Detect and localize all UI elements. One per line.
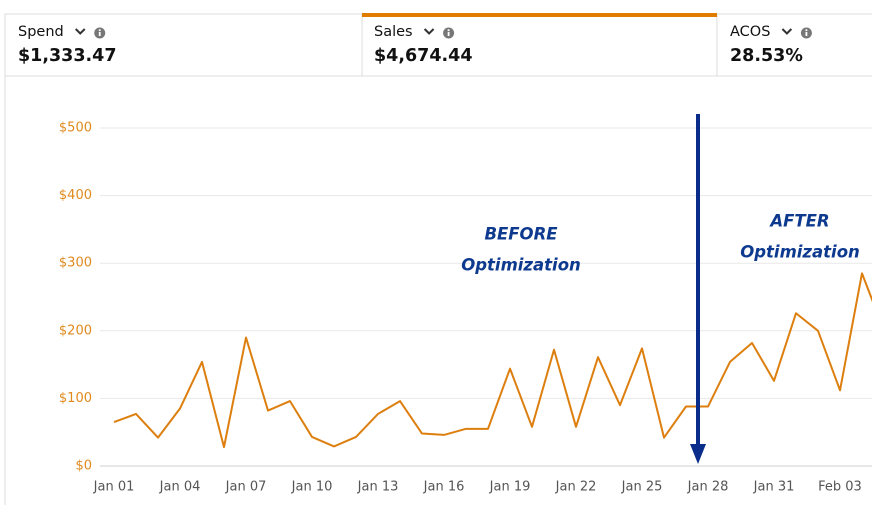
- y-tick-label: $0: [75, 459, 92, 474]
- dropdown-chevron: [423, 28, 435, 35]
- annotation: BEFORE: [484, 225, 558, 244]
- x-tick-label: Jan 31: [753, 480, 795, 495]
- y-tick-label: $400: [59, 188, 92, 203]
- metric-label: Spend: [18, 24, 64, 40]
- metric-value: 28.53%: [730, 46, 803, 66]
- card: [4, 13, 872, 509]
- info-icon-dot: [98, 29, 101, 32]
- y-tick-label: $500: [59, 121, 92, 136]
- annotation: Optimization: [740, 243, 860, 262]
- annotation: Optimization: [461, 256, 581, 275]
- arrow-head: [690, 444, 706, 464]
- x-tick-label: Jan 13: [357, 480, 399, 495]
- metric-label: Sales: [374, 24, 413, 40]
- x-tick-label: Jan 16: [423, 480, 465, 495]
- metric-value: $1,333.47: [18, 46, 117, 66]
- annotation: AFTER: [768, 212, 829, 231]
- x-tick-label: Jan 28: [687, 480, 729, 495]
- info-icon-stem: [447, 32, 450, 36]
- info-icon-stem: [805, 32, 808, 36]
- x-tick-label: Jan 10: [291, 480, 333, 495]
- x-tick-label: Jan 04: [159, 480, 201, 495]
- active-tab-bar: [362, 13, 717, 17]
- info-icon-dot: [447, 29, 450, 32]
- metric-label: ACOS: [730, 24, 770, 40]
- info-icon-dot: [805, 29, 808, 32]
- x-tick-label: Jan 01: [93, 480, 135, 495]
- y-tick-label: $100: [59, 391, 92, 406]
- dropdown-chevron: [781, 28, 793, 35]
- y-tick-label: $200: [59, 323, 92, 338]
- sales-line: [113, 272, 872, 449]
- x-tick-label: Feb 03: [818, 480, 862, 495]
- metric-value: $4,674.44: [374, 46, 473, 66]
- x-tick-label: Jan 25: [621, 480, 663, 495]
- x-tick-label: Jan 19: [489, 480, 531, 495]
- x-tick-label: Jan 22: [555, 480, 597, 495]
- dropdown-chevron: [75, 28, 86, 35]
- x-tick-label: Jan 07: [225, 480, 267, 495]
- info-icon-stem: [98, 32, 101, 36]
- y-tick-label: $300: [59, 256, 92, 271]
